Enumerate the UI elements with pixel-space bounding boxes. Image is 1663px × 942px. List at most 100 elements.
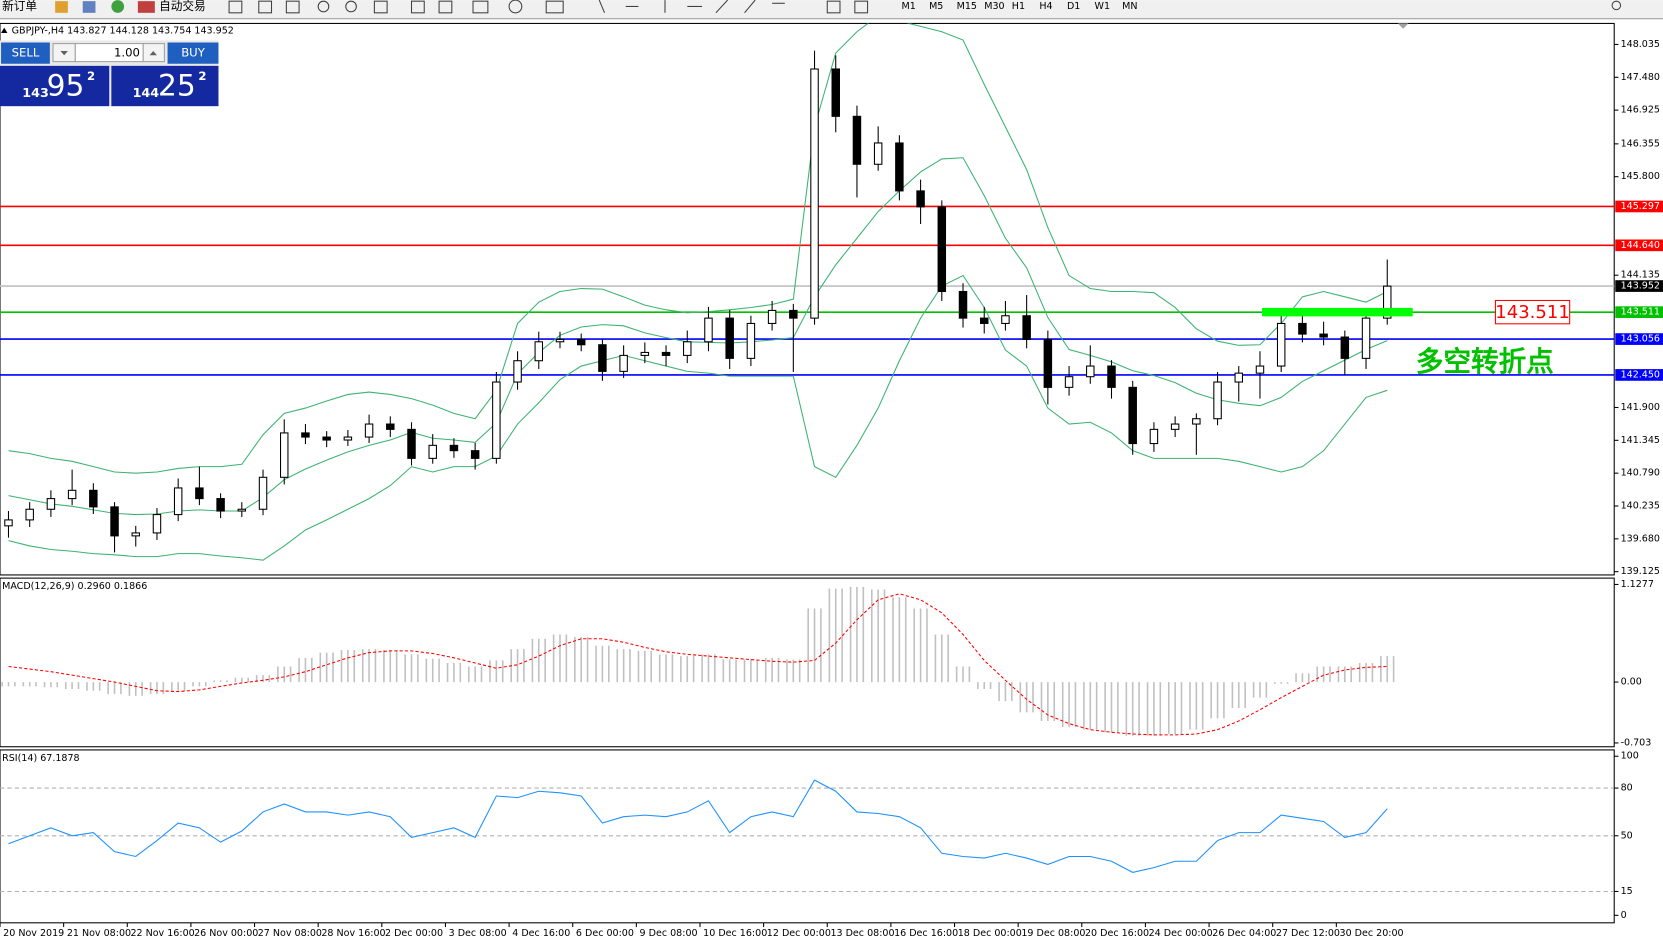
candle-body bbox=[725, 317, 734, 359]
sell-label[interactable]: SELL bbox=[12, 46, 40, 60]
candle-body bbox=[1383, 285, 1392, 319]
buy-price-box[interactable] bbox=[111, 65, 219, 107]
turning-point-bar bbox=[1262, 307, 1413, 317]
icon[interactable] bbox=[472, 0, 489, 14]
auto-trading-button[interactable]: 自动交易 bbox=[159, 0, 206, 13]
x-tick-label: 6 Dec 00:00 bbox=[576, 928, 634, 939]
annotation-text: 多空转折点 bbox=[1416, 345, 1554, 378]
icon[interactable] bbox=[317, 0, 330, 13]
icon[interactable] bbox=[744, 0, 756, 14]
x-tick-label: 26 Nov 00:00 bbox=[194, 928, 258, 939]
new-order-button[interactable]: 新订单 bbox=[2, 0, 37, 13]
sell-price-box[interactable] bbox=[0, 65, 110, 107]
candle-body bbox=[25, 508, 34, 521]
candle-body bbox=[1234, 372, 1244, 383]
candle-body bbox=[534, 341, 544, 362]
icon[interactable] bbox=[854, 0, 869, 14]
candle-body bbox=[343, 436, 353, 441]
level-label-bg bbox=[1615, 369, 1663, 381]
level-label: 143.952 bbox=[1621, 281, 1660, 292]
icon[interactable] bbox=[228, 0, 243, 14]
candle-body bbox=[89, 489, 98, 508]
icon[interactable] bbox=[373, 0, 388, 14]
icon[interactable] bbox=[345, 0, 357, 13]
timeframe-button[interactable]: M15 bbox=[957, 1, 977, 12]
search-icon[interactable] bbox=[1611, 0, 1622, 11]
x-tick-label: 13 Dec 08:00 bbox=[830, 928, 894, 939]
auto-trading-icon[interactable] bbox=[137, 1, 155, 13]
icon[interactable] bbox=[598, 0, 606, 14]
x-tick-label: 9 Dec 08:00 bbox=[640, 928, 698, 939]
candle-body bbox=[979, 317, 989, 324]
candle-body bbox=[1298, 322, 1307, 335]
candle-body bbox=[428, 444, 437, 459]
candle-body bbox=[258, 476, 268, 510]
icon[interactable] bbox=[410, 0, 425, 14]
sell-price-main: 95 bbox=[47, 69, 85, 104]
icon[interactable] bbox=[826, 0, 841, 14]
timeframe-button[interactable]: H1 bbox=[1012, 1, 1025, 12]
timeframe-button[interactable]: M5 bbox=[929, 1, 943, 12]
buy-label[interactable]: BUY bbox=[181, 46, 206, 60]
x-tick-label: 21 Nov 08:00 bbox=[67, 928, 131, 939]
main-panel bbox=[0, 22, 1615, 576]
icon[interactable] bbox=[715, 0, 728, 14]
lots-value[interactable]: 1.00 bbox=[114, 46, 140, 60]
x-tick-label: 4 Dec 16:00 bbox=[512, 928, 570, 939]
y-tick-label: -0.703 bbox=[1621, 737, 1652, 748]
x-tick-label: 18 Dec 00:00 bbox=[958, 928, 1022, 939]
icon[interactable] bbox=[111, 0, 125, 13]
candle-body bbox=[937, 206, 947, 293]
y-tick-label: 146.925 bbox=[1621, 105, 1660, 116]
bollinger-lower bbox=[8, 274, 1388, 561]
timeframe-button[interactable]: D1 bbox=[1067, 1, 1080, 12]
candle-body bbox=[852, 115, 862, 165]
y-tick-label: 100 bbox=[1621, 751, 1639, 762]
timeframe-button[interactable]: M30 bbox=[984, 1, 1004, 12]
candle-body bbox=[322, 436, 331, 441]
candle-body bbox=[810, 68, 819, 319]
candle-body bbox=[1170, 423, 1180, 430]
x-tick-label: 27 Nov 08:00 bbox=[258, 928, 322, 939]
macd-panel bbox=[0, 577, 1615, 748]
x-tick-label: 16 Dec 16:00 bbox=[894, 928, 958, 939]
timeframe-button[interactable]: W1 bbox=[1095, 1, 1111, 12]
timeframe-button[interactable]: MN bbox=[1122, 1, 1137, 12]
buy-price-big: 144 bbox=[133, 85, 160, 100]
icon[interactable] bbox=[438, 0, 453, 14]
buy-button[interactable] bbox=[167, 42, 219, 64]
y-tick-label: 144.135 bbox=[1621, 270, 1660, 281]
candle-body bbox=[1255, 365, 1265, 374]
timeframe-button[interactable]: M1 bbox=[901, 1, 915, 12]
candle-body bbox=[46, 498, 56, 510]
shift-marker bbox=[1397, 23, 1409, 29]
candle-body bbox=[1086, 365, 1095, 378]
sell-button[interactable] bbox=[1, 42, 50, 64]
icon[interactable] bbox=[55, 1, 68, 13]
level-label-bg bbox=[1615, 200, 1663, 213]
candle-body bbox=[131, 532, 140, 537]
candle-body bbox=[661, 351, 671, 356]
x-tick-label: 12 Dec 00:00 bbox=[767, 928, 831, 939]
icon[interactable] bbox=[545, 0, 564, 14]
level-label: 142.450 bbox=[1621, 369, 1660, 380]
candle-body bbox=[386, 423, 395, 430]
icon[interactable] bbox=[82, 1, 96, 13]
y-tick-label: 147.480 bbox=[1621, 72, 1660, 83]
icon[interactable] bbox=[285, 0, 300, 14]
candle-body bbox=[152, 514, 162, 534]
macd-plot bbox=[1, 586, 1395, 736]
x-tick-label: 10 Dec 16:00 bbox=[703, 928, 767, 939]
x-tick-label: 3 Dec 08:00 bbox=[449, 928, 507, 939]
candle-body bbox=[492, 381, 501, 459]
timeframe-button[interactable]: H4 bbox=[1039, 1, 1052, 12]
candle-body bbox=[1340, 336, 1350, 359]
y-tick-label: 140.790 bbox=[1621, 468, 1660, 479]
annotation-price: 143.511 bbox=[1495, 302, 1570, 323]
candle-body bbox=[470, 450, 480, 459]
icon[interactable] bbox=[508, 0, 523, 14]
icon[interactable] bbox=[258, 0, 273, 14]
rsi-plot bbox=[0, 779, 1615, 892]
